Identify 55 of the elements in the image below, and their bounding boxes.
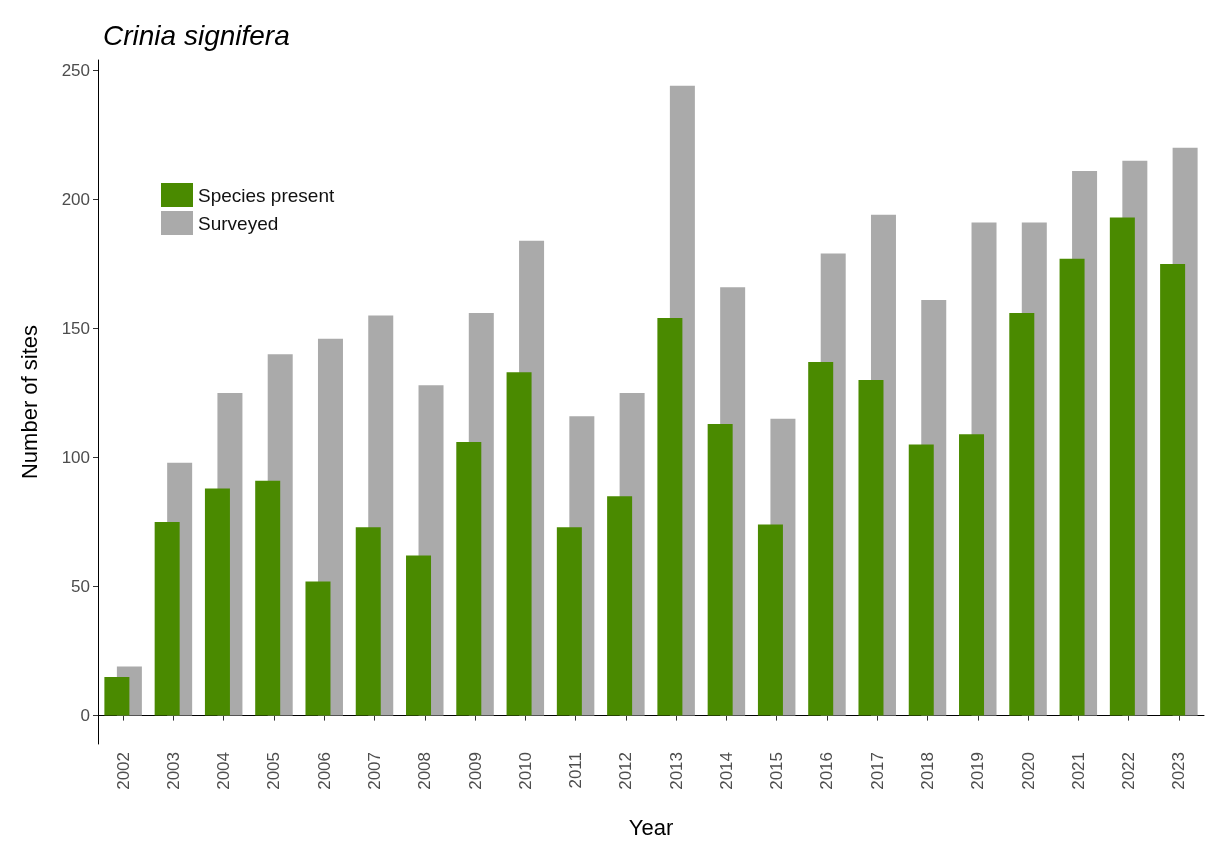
- x-tick-label: 2013: [666, 752, 686, 790]
- x-tick-label: 2004: [214, 752, 234, 790]
- bar: [154, 522, 180, 716]
- x-tick-label: 2022: [1119, 752, 1139, 790]
- y-tick-label: 50: [71, 577, 90, 597]
- y-tick-label: 200: [61, 189, 90, 209]
- bar: [858, 380, 884, 716]
- x-tick-label: 2019: [968, 752, 988, 790]
- bar: [355, 527, 381, 716]
- y-tick-label: 0: [80, 706, 90, 726]
- x-tick-label: 2021: [1068, 752, 1088, 790]
- bar: [1109, 217, 1135, 716]
- y-tick-label: 150: [61, 318, 90, 338]
- x-tick-label: 2020: [1018, 752, 1038, 790]
- x-tick-label: 2002: [113, 752, 133, 790]
- bar: [204, 488, 230, 716]
- bar: [908, 444, 934, 716]
- y-axis-title: Number of sites: [16, 324, 42, 480]
- x-tick-label: 2015: [767, 752, 787, 790]
- x-tick-label: 2006: [314, 752, 334, 790]
- bar: [707, 423, 733, 716]
- x-tick-label: 2014: [716, 752, 736, 790]
- bar: [406, 555, 432, 716]
- bar: [1160, 263, 1186, 716]
- x-tick-label: 2007: [365, 752, 384, 790]
- x-tick-label: 2003: [163, 752, 183, 790]
- y-tick-label: 100: [61, 447, 90, 467]
- x-tick-label: 2010: [515, 752, 535, 790]
- x-tick-label: 2012: [616, 752, 636, 790]
- bar: [104, 676, 130, 716]
- bar: [1009, 312, 1035, 716]
- x-tick-label: 2016: [817, 752, 837, 790]
- bar: [556, 527, 582, 716]
- bar: [506, 372, 532, 716]
- bar: [255, 480, 281, 716]
- legend-label: Species present: [198, 184, 335, 206]
- x-tick-label: 2011: [566, 752, 586, 789]
- x-tick-label: 2017: [867, 752, 887, 790]
- bar: [607, 496, 633, 716]
- chart-title: Crinia signifera: [103, 19, 290, 51]
- bar: [808, 361, 834, 716]
- bar: [305, 581, 331, 716]
- y-tick-label: 250: [61, 60, 90, 80]
- bar: [757, 524, 783, 716]
- bar: [1059, 258, 1085, 716]
- x-axis-title: Year: [628, 814, 674, 840]
- x-tick-label: 2008: [415, 752, 435, 790]
- bar: [456, 442, 482, 716]
- x-tick-label: 2018: [918, 752, 937, 790]
- legend-label: Surveyed: [198, 212, 279, 234]
- bar: [657, 318, 683, 716]
- bar: [959, 434, 985, 716]
- x-tick-label: 2009: [465, 752, 485, 790]
- x-tick-label: 2023: [1169, 752, 1189, 790]
- x-tick-label: 2005: [264, 752, 284, 790]
